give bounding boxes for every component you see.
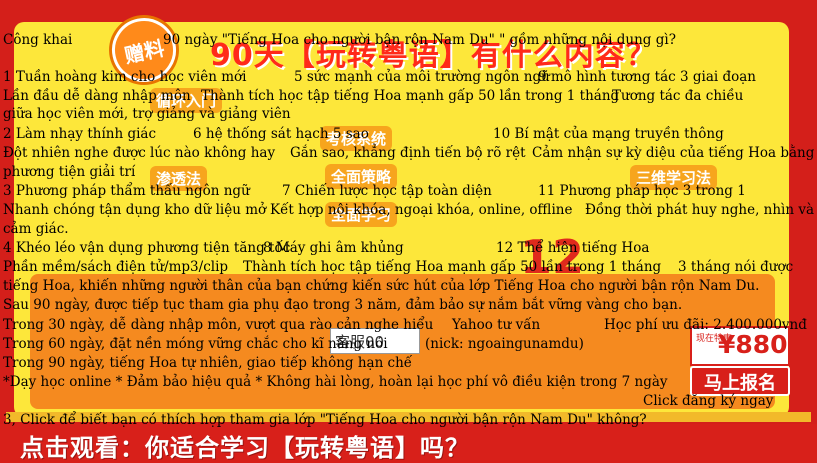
price-tag: 现在特惠 (696, 334, 733, 344)
item-title: 4 Khéo léo vận dụng phương tiện tăng tốc (3, 240, 291, 256)
item-desc-continued: giữa học viên mới, trợ giảng và giảng vi… (3, 106, 291, 122)
item-desc-continued: cảm giác. (3, 221, 69, 237)
item-title: 3 Phương pháp thẩm thấu ngôn ngữ (3, 183, 250, 199)
item-title: 5 sức mạnh của môi trường ngôn ngữ (294, 69, 550, 85)
item-desc-continued: phương tiện giải trí (3, 164, 136, 180)
item-title: 11 Phương pháp học 3 trong 1 (538, 183, 746, 199)
after-90-days-text: Sau 90 ngày, được tiếp tục tham gia phụ … (3, 297, 683, 313)
item-desc: Phần mềm/sách điện tử/mp3/clip (3, 259, 229, 275)
item-title: 2 Làm nhạy thính giác (3, 126, 157, 142)
suitability-link[interactable]: 3, Click để biết bạn có thích hợp tham g… (3, 412, 647, 428)
day-90-text: Trong 90 ngày, tiếng Hoa tự nhiên, giao … (3, 355, 413, 371)
item-desc: Nhanh chóng tận dụng kho dữ liệu mở (3, 202, 267, 218)
item-desc: Kết hợp nội khóa, ngoại khóa, online, of… (270, 202, 573, 218)
chat-box[interactable]: 客服00 (330, 328, 420, 354)
item-desc: Cảm nhận sự kỳ diệu của tiếng Hoa bằng (532, 145, 815, 161)
item-desc: Gắn sao, khẳng định tiến bộ rõ rệt (290, 145, 526, 161)
poster-headline: 90天【玩转粤语】有什么内容？ (210, 38, 657, 73)
poster-chip: 渗透法 (150, 166, 208, 191)
item-title: 9 mô hình tương tác 3 giai đoạn (538, 69, 757, 85)
item-desc: Thành tích học tập tiếng Hoa mạnh gấp 50… (201, 88, 620, 104)
day-60-text: Trong 60 ngày, đặt nền móng vững chắc ch… (3, 336, 388, 352)
signup-link[interactable]: Click đăng ký ngay (643, 393, 774, 409)
item-desc: Thành tích học tập tiếng Hoa mạnh gấp 50… (243, 259, 662, 275)
item-title: 8 Máy ghi âm khủng (263, 240, 404, 256)
item-desc: Lần đầu dễ dàng nhập môn (3, 88, 191, 104)
price-box: 现在特惠 ¥880 (690, 326, 790, 366)
header-question: 90 ngày "Tiếng Hoa cho người bận rộn Nam… (163, 32, 676, 48)
poster-chip: 循环入门 (150, 88, 223, 113)
price-value: ¥880 (718, 330, 788, 359)
chat-label: 客服00 (335, 333, 385, 351)
item-desc: Tương tác đa chiều (612, 88, 744, 104)
item-desc: Đột nhiên nghe được lúc nào không hay (3, 145, 276, 161)
signup-button-label: 马上报名 (704, 373, 776, 394)
yahoo-consult-link[interactable]: Yahoo tư vấn (452, 317, 541, 333)
fee-text: Học phí ưu đãi: 2.400.000vnđ (604, 317, 807, 333)
item-desc: Đồng thời phát huy nghe, nhìn và (585, 202, 815, 218)
poster-chip: 考核系统 (320, 126, 393, 151)
item-title: 1 Tuần hoàng kim cho học viên mới (3, 69, 247, 85)
poster-chip: 全面学习 (325, 202, 398, 227)
item-title: 6 hệ thống sát hạch 5 sao (193, 126, 369, 142)
item-title: 12 Thể hiện tiếng Hoa (496, 240, 650, 256)
item-title: 7 Chiến lược học tập toàn diện (282, 183, 492, 199)
guarantees-text: *Dạy học online * Đảm bảo hiệu quả * Khô… (3, 374, 668, 390)
signup-button[interactable]: 马上报名 (690, 366, 790, 396)
header-left: Công khai (3, 32, 73, 48)
poster-chip: 三维学习法 (630, 165, 718, 190)
item-title: 10 Bí mật của mạng truyền thông (493, 126, 724, 142)
poster-bottom-bar (0, 424, 817, 454)
poster-gold-stripe (6, 412, 811, 422)
day-30-text: Trong 30 ngày, dễ dàng nhập môn, vượt qu… (3, 317, 434, 333)
poster-bottom-headline: 点击观看：你适合学习【玩转粤语】吗？ (20, 434, 470, 462)
item-desc-continued: tiếng Hoa, khiến những người thân của bạ… (3, 278, 760, 294)
poster-chip: 全面策略 (325, 164, 398, 189)
chat-nick-text: (nick: ngoaingunamdu) (425, 336, 584, 352)
item-desc: 3 tháng nói được (678, 259, 794, 275)
